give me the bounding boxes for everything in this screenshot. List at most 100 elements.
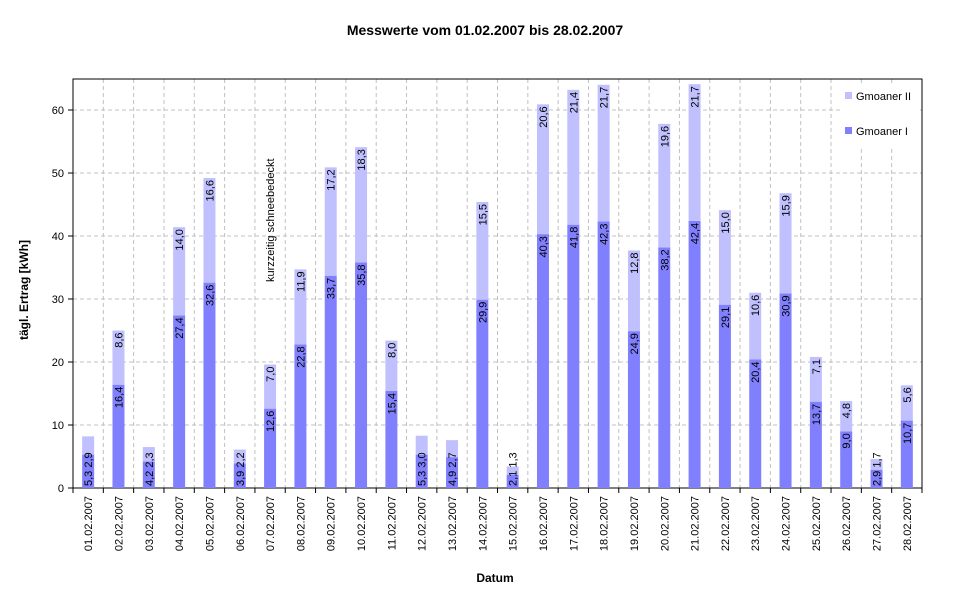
bar-gmoaner-2 [294,269,307,345]
bar-value-label: 10,7 [902,423,914,444]
bar-value-label: 11,9 [295,271,307,292]
bar-gmoaner-2 [627,250,640,332]
bar-value-label: 15,9 [781,195,793,216]
bar-gmoaner-2 [506,466,519,475]
y-tick-label: 30 [52,294,64,306]
bar-value-label: 27,4 [174,317,186,338]
bar-value-label: 42,3 [599,224,611,245]
bar-gmoaner-2 [112,330,125,385]
bar-value-label: 22,8 [295,346,307,367]
bar-gmoaner-2 [233,449,246,464]
x-tick-label: 11.02.2007 [386,496,398,550]
bar-value-label: 9,0 [841,433,853,448]
x-tick-label: 05.02.2007 [204,496,216,551]
bar-gmoaner-1 [627,331,640,488]
y-tick-label: 0 [58,483,64,495]
x-axis-label: Datum [476,571,514,585]
bar-gmoaner-1 [870,469,883,488]
x-tick-label: 15.02.2007 [508,496,520,551]
bar-gmoaner-1 [476,299,489,488]
bar-gmoaner-1 [82,454,95,488]
bar-value-label: 20,4 [750,361,762,382]
bar-gmoaner-1 [173,315,186,488]
bar-value-label: 15,4 [386,393,398,414]
bar-value-label: 12,6 [265,411,277,432]
x-tick-label: 18.02.2007 [599,496,611,551]
bar-value-label: 19,6 [659,126,671,147]
bar-value-label: 15,0 [720,212,732,233]
bar-value-label: 2,1 1,3 [508,452,520,486]
bar-gmoaner-1 [385,390,398,488]
bar-value-label: 8,6 [113,333,125,348]
x-tick-label: 09.02.2007 [326,496,338,551]
bar-value-label: 40,3 [538,236,550,257]
bar-gmoaner-1 [718,304,731,488]
bar-value-label: 20,6 [538,106,550,127]
x-tick-label: 12.02.2007 [417,496,429,551]
bar-gmoaner-1 [415,454,428,488]
bar-value-label: 42,4 [690,223,702,244]
bar-gmoaner-2 [355,147,368,263]
bar-gmoaner-2 [809,356,822,402]
x-tick-label: 22.02.2007 [720,496,732,551]
legend-label: Gmoaner II [856,91,911,103]
bar-gmoaner-2 [476,201,489,300]
bar-gmoaner-1 [112,384,125,488]
bar-gmoaner-1 [536,234,549,488]
x-tick-label: 10.02.2007 [356,496,368,551]
bar-value-label: 41,8 [568,227,580,248]
bar-value-label: 4,9 2,7 [447,452,459,486]
bar-value-label: 18,3 [356,149,368,170]
bar-gmoaner-1 [142,461,155,488]
legend-label: Gmoaner I [856,126,908,138]
y-tick-label: 60 [52,105,64,117]
bar-gmoaner-1 [264,408,277,488]
annotation-label: kurzzeitig schneebedeckt [265,158,277,282]
bar-gmoaner-2 [385,340,398,391]
x-tick-label: 06.02.2007 [235,496,247,551]
bar-gmoaner-2 [446,440,459,458]
bar-value-label: 5,3 2,9 [83,452,95,486]
x-tick-label: 08.02.2007 [295,496,307,551]
bar-gmoaner-1 [233,463,246,488]
bar-value-label: 14,0 [174,229,186,250]
bar-value-label: 32,6 [204,285,216,306]
x-tick-label: 28.02.2007 [902,496,914,551]
bar-gmoaner-1 [809,401,822,488]
bar-value-label: 29,9 [477,302,489,323]
bar-value-label: 4,8 [841,403,853,418]
bar-gmoaner-1 [900,420,913,488]
chart-title: Messwerte vom 01.02.2007 bis 28.02.2007 [346,22,624,38]
x-tick-label: 26.02.2007 [841,496,853,551]
bar-gmoaner-1 [840,431,853,488]
bar-gmoaner-1 [688,220,701,488]
bar-value-label: 35,8 [356,264,368,285]
x-tick-label: 13.02.2007 [447,496,459,551]
bar-gmoaner-1 [779,293,792,488]
bar-gmoaner-1 [658,247,671,488]
bar-gmoaner-1 [749,359,762,488]
x-tick-label: 19.02.2007 [629,496,641,551]
bar-gmoaner-2 [324,167,337,276]
bar-value-label: 12,8 [629,252,641,273]
x-tick-label: 17.02.2007 [568,496,580,551]
bar-value-label: 17,2 [326,169,338,190]
y-axis-label: tägl. Ertrag [kWh] [17,239,31,341]
bar-value-label: 15,5 [477,204,489,225]
bar-value-label: 16,6 [204,180,216,201]
bar-gmoaner-1 [567,224,580,488]
bar-gmoaner-2 [688,84,701,221]
legend [840,84,920,146]
bar-gmoaner-1 [597,221,610,488]
bar-gmoaner-2 [779,193,792,294]
x-tick-label: 07.02.2007 [265,496,277,551]
legend-swatch [845,127,852,134]
bar-gmoaner-2 [415,435,428,455]
bar-value-label: 2,9 1,7 [872,452,884,486]
bar-gmoaner-2 [840,401,853,432]
bar-gmoaner-1 [506,474,519,488]
x-tick-label: 01.02.2007 [83,496,95,551]
x-tick-label: 16.02.2007 [538,496,550,551]
x-tick-label: 02.02.2007 [113,496,125,551]
